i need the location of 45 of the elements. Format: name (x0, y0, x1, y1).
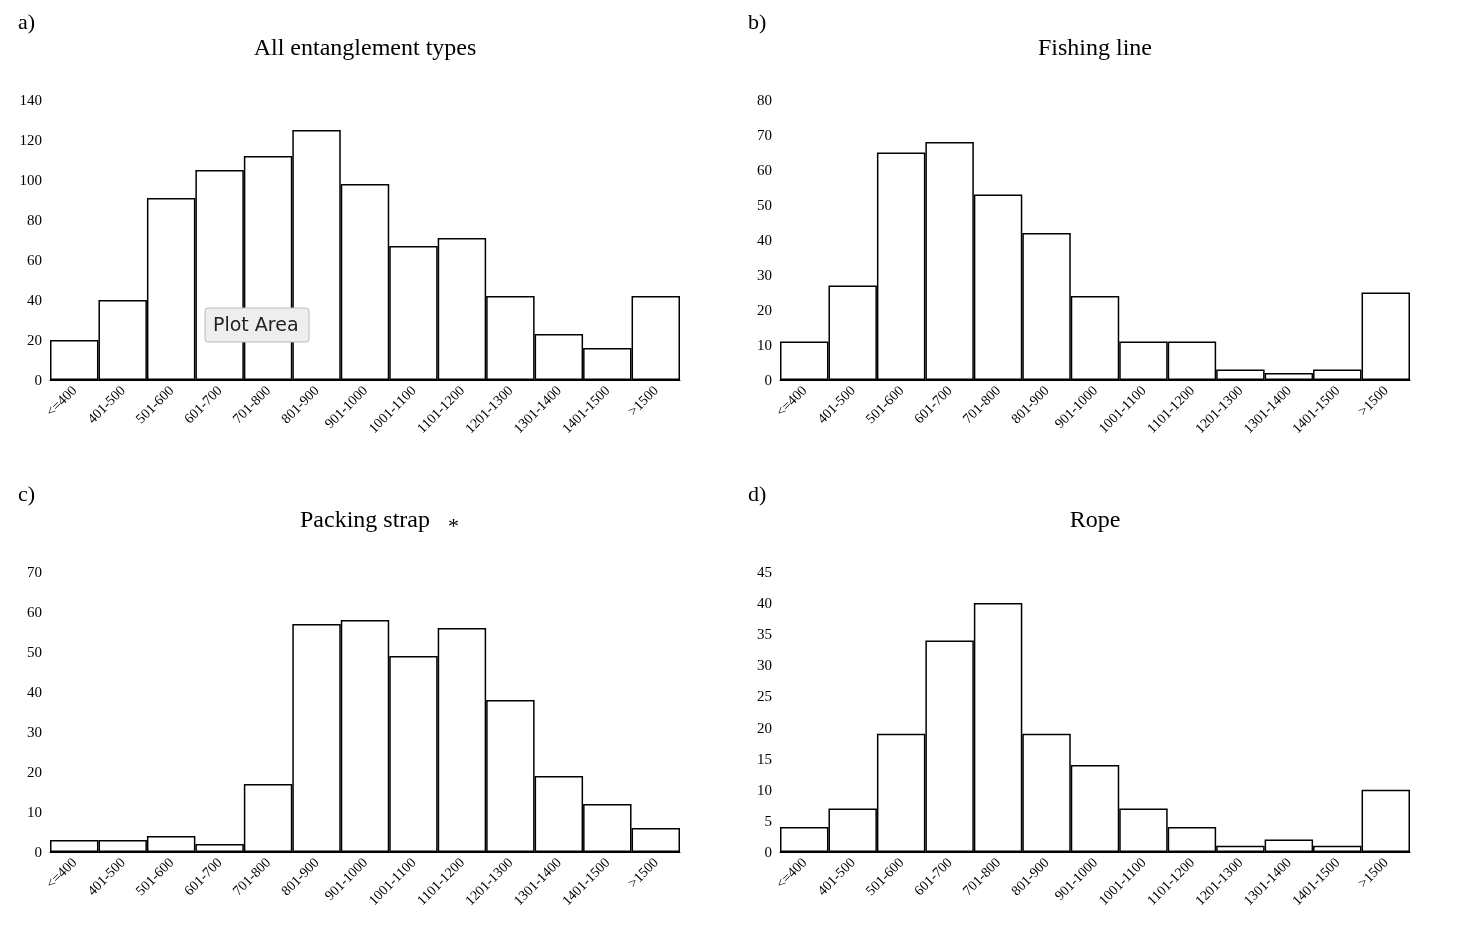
y-tick-label: 0 (34, 844, 42, 860)
text: b) (748, 8, 767, 34)
text: d) (748, 480, 767, 506)
text: * (448, 512, 459, 538)
y-tick-label: 40 (27, 292, 42, 308)
y-tick-label: 70 (27, 564, 42, 580)
y-tick-label: 10 (757, 781, 772, 798)
y-tick-label: 20 (27, 332, 42, 348)
chart-title: All entanglement types (253, 34, 477, 60)
y-tick-label: 0 (764, 372, 772, 388)
y-tick-label: 100 (19, 172, 42, 188)
y-tick-label: 20 (757, 719, 772, 736)
text: c) (18, 480, 36, 506)
y-tick-label: 70 (757, 127, 772, 143)
y-tick-label: 80 (27, 212, 42, 228)
y-tick-label: 5 (764, 812, 772, 829)
y-tick-label: 50 (757, 197, 772, 213)
text: a) (18, 8, 36, 34)
y-tick-label: 15 (757, 750, 772, 767)
y-tick-label: 0 (34, 372, 42, 388)
y-tick-label: 30 (757, 657, 772, 674)
chart-title: Rope (1069, 506, 1121, 532)
y-tick-label: 35 (757, 626, 772, 643)
y-tick-label: 10 (27, 804, 42, 820)
chart-title: Packing strap (300, 506, 430, 532)
chart-title: Fishing line (1037, 34, 1153, 60)
y-tick-label: 40 (757, 232, 772, 248)
y-tick-label: 30 (27, 724, 42, 740)
y-tick-label: 40 (757, 595, 772, 612)
y-tick-label: 80 (757, 92, 772, 108)
y-tick-label: 140 (19, 92, 42, 108)
y-tick-label: 120 (19, 132, 42, 148)
y-tick-label: 20 (757, 302, 772, 318)
y-tick-label: 10 (757, 337, 772, 353)
y-tick-label: 25 (757, 688, 772, 705)
y-tick-label: 20 (27, 764, 42, 780)
y-tick-label: 60 (27, 252, 42, 268)
annotation: Plot Area (213, 312, 299, 335)
y-tick-label: 50 (27, 644, 42, 660)
y-tick-label: 40 (27, 684, 42, 700)
y-tick-label: 45 (757, 564, 772, 580)
y-tick-label: 60 (757, 162, 772, 178)
y-tick-label: 60 (27, 604, 42, 620)
y-tick-label: 30 (757, 267, 772, 283)
y-tick-label: 0 (764, 844, 772, 860)
